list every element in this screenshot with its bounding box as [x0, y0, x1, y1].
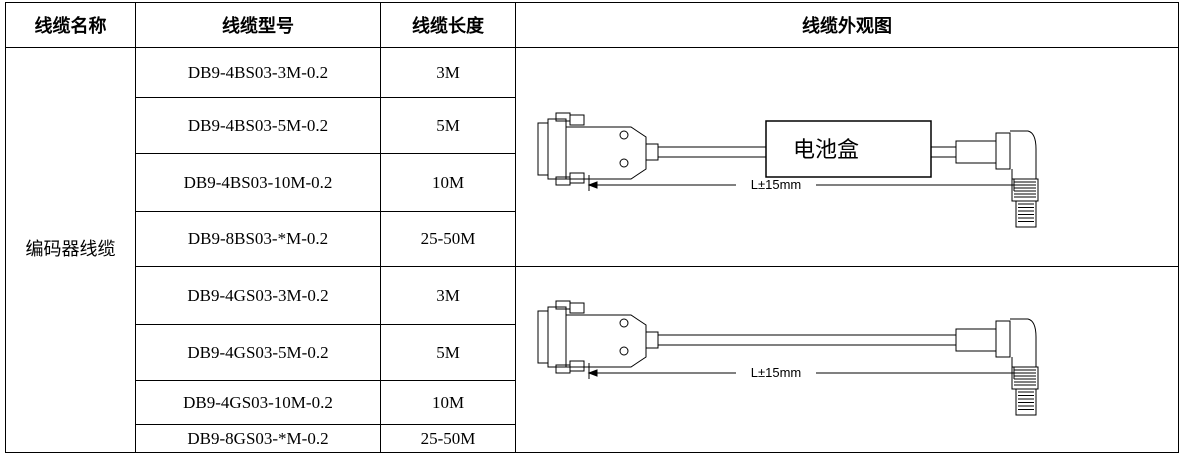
- table-row: DB9-8GS03-*M-0.2 25-50M: [6, 424, 1179, 453]
- drawing-cell: L±15mm: [515, 266, 1179, 453]
- length-cell: 5M: [380, 324, 516, 381]
- cable-drawing: L±15mm 电池盒: [537, 112, 1039, 228]
- length-label: L±15mm: [751, 177, 801, 192]
- drawing-cell: L±15mm 电池盒: [515, 47, 1179, 267]
- table-row: DB9-4GS03-5M-0.2 5M: [6, 324, 1179, 381]
- header-cell: 线缆外观图: [515, 2, 1179, 48]
- cable-table: 线缆名称 线缆型号 线缆长度 线缆外观图 编码器线缆 DB9-4BS03-3M-0.2 3…: [5, 2, 1179, 453]
- cable-drawing: L±15mm: [537, 300, 1039, 416]
- model-cell: DB9-4BS03-3M-0.2: [135, 47, 381, 98]
- length-cell: 5M: [380, 97, 516, 154]
- model-cell: DB9-4GS03-3M-0.2: [135, 266, 381, 325]
- table-row: DB9-4BS03-10M-0.2 10M: [6, 153, 1179, 212]
- model-cell: DB9-8GS03-*M-0.2: [135, 424, 381, 453]
- model-cell: DB9-4GS03-5M-0.2: [135, 324, 381, 381]
- length-cell: 25-50M: [380, 424, 516, 453]
- table-row: DB9-4GS03-3M-0.2 3M L±15mm: [6, 266, 1179, 453]
- length-cell: 25-50M: [380, 211, 516, 267]
- length-cell: 10M: [380, 380, 516, 425]
- length-cell: 3M: [380, 266, 516, 325]
- table-body: 编码器线缆 DB9-4BS03-3M-0.2 3M L±15mm 电池盒 DB9-4BS0…: [5, 47, 1179, 453]
- table-row: DB9-4GS03-10M-0.2 10M: [6, 380, 1179, 425]
- header-row: 线缆名称 线缆型号 线缆长度 线缆外观图: [5, 2, 1179, 48]
- table-row: DB9-4BS03-5M-0.2 5M: [6, 97, 1179, 154]
- model-cell: DB9-4BS03-5M-0.2: [135, 97, 381, 154]
- table-row: DB9-8BS03-*M-0.2 25-50M: [6, 211, 1179, 267]
- header-cell: 线缆型号: [135, 2, 381, 48]
- model-cell: DB9-8BS03-*M-0.2: [135, 211, 381, 267]
- length-cell: 10M: [380, 153, 516, 212]
- length-cell: 3M: [380, 47, 516, 98]
- model-cell: DB9-4GS03-10M-0.2: [135, 380, 381, 425]
- length-label: L±15mm: [751, 365, 801, 380]
- cable-name-cell: 编码器线缆: [5, 47, 136, 453]
- header-cell: 线缆长度: [380, 2, 516, 48]
- model-cell: DB9-4BS03-10M-0.2: [135, 153, 381, 212]
- table-row: 编码器线缆 DB9-4BS03-3M-0.2 3M L±15mm 电池盒: [5, 47, 1179, 453]
- box-label: 电池盒: [793, 138, 859, 163]
- header-cell: 线缆名称: [5, 2, 136, 48]
